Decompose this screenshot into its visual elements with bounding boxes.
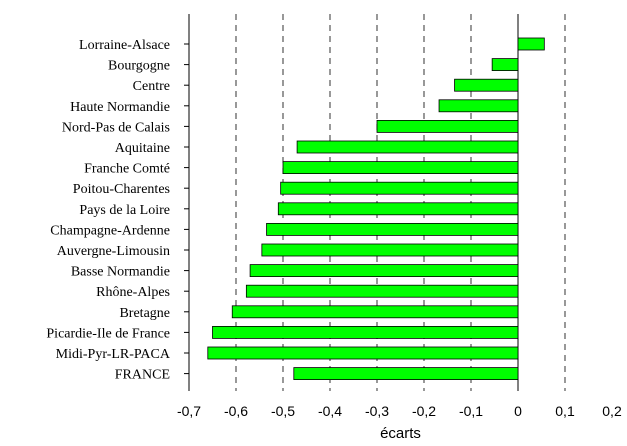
- bars: [207, 37, 545, 381]
- bar: [249, 264, 519, 278]
- category-label: Centre: [133, 79, 170, 94]
- category-label: Champagne-Ardenne: [50, 223, 170, 238]
- category-label: Pays de la Loire: [79, 203, 170, 218]
- category-label: Midi-Pyr-LR-PACA: [56, 347, 171, 362]
- x-tick-label: -0,1: [459, 403, 483, 419]
- x-tick-label: -0,6: [224, 403, 248, 419]
- bar: [212, 325, 519, 339]
- category-label: Bourgogne: [108, 59, 170, 74]
- category-label: FRANCE: [115, 368, 170, 383]
- category-label: Franche Comté: [84, 162, 170, 177]
- bar: [277, 202, 519, 216]
- x-axis-title: écarts: [380, 425, 421, 442]
- bar: [376, 120, 519, 133]
- bar: [438, 99, 519, 113]
- bar: [293, 367, 519, 381]
- x-tick-label: 0,1: [555, 403, 575, 419]
- x-tick-label: -0,7: [177, 403, 201, 419]
- bar: [491, 58, 519, 71]
- x-tick-label: 0,2: [602, 403, 622, 419]
- bar: [454, 78, 519, 92]
- bar: [207, 346, 519, 360]
- category-labels: Lorraine-Alsace Bourgogne Centre Haute Norm…: [46, 38, 170, 383]
- category-label: Aquitaine: [115, 141, 170, 156]
- category-label: Poitou-Charentes: [73, 182, 170, 197]
- x-tick-label: -0,2: [412, 403, 436, 419]
- category-label: Nord-Pas de Calais: [62, 120, 170, 135]
- x-tick-label: 0: [514, 403, 522, 419]
- bar: [296, 140, 519, 154]
- bar: [261, 243, 519, 257]
- category-label: Picardie-Ile de France: [46, 326, 170, 341]
- bar: [266, 222, 519, 236]
- x-tick-label: -0,5: [271, 403, 295, 419]
- x-tick-labels: -0,7 -0,6 -0,5 -0,4 -0,3 -0,2 -0,1 0 0,1 0,2: [177, 403, 622, 419]
- category-label: Auvergne-Limousin: [57, 244, 170, 259]
- bar: [282, 161, 519, 175]
- x-tick-label: -0,3: [365, 403, 389, 419]
- bar: [517, 37, 545, 51]
- category-label: Haute Normandie: [70, 100, 170, 115]
- x-tick-label: -0,4: [318, 403, 342, 419]
- bar: [231, 305, 519, 319]
- bar: [280, 181, 519, 195]
- category-label: Bretagne: [119, 306, 170, 321]
- category-label: Basse Normandie: [71, 265, 170, 280]
- category-label: Rhône-Alpes: [96, 285, 170, 300]
- bar: [245, 284, 519, 298]
- y-axis-ticks: [184, 43, 189, 375]
- category-label: Lorraine-Alsace: [79, 38, 170, 53]
